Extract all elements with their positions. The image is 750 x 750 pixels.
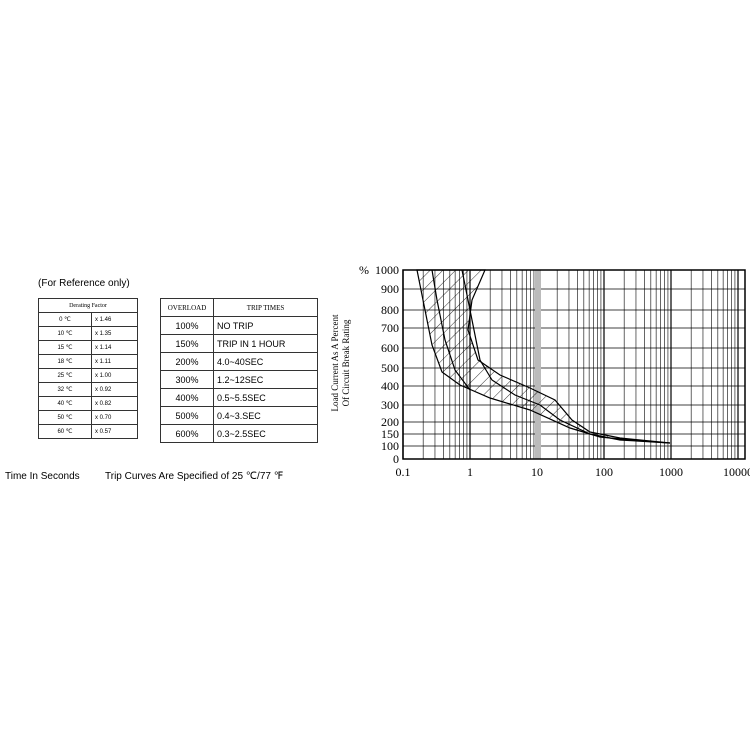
row: 500% 0.4~3.SEC	[160, 406, 318, 425]
header-row: Derating Factor	[38, 298, 138, 313]
cell: TRIP IN 1 HOUR	[213, 334, 318, 353]
cell: 10 ℃	[38, 326, 92, 341]
x-tick-label: 100	[595, 465, 613, 479]
cell: 200%	[160, 352, 214, 371]
row: 40 ℃ x 0.82	[38, 396, 138, 411]
y-unit: %	[359, 263, 369, 277]
cell: 1.2~12SEC	[213, 370, 318, 389]
trip-band	[416, 269, 671, 444]
header-cell: OVERLOAD	[160, 298, 214, 317]
cell: 100%	[160, 316, 214, 335]
cell: 500%	[160, 406, 214, 425]
header-cell: Derating Factor	[38, 298, 138, 313]
y-tick-label: 900	[381, 282, 399, 296]
row: 15 ℃ x 1.14	[38, 340, 138, 355]
y-tick-label: 300	[381, 398, 399, 412]
row: 400% 0.5~5.5SEC	[160, 388, 318, 407]
derating-table: Derating Factor 0 ℃ x 1.46 10 ℃ x 1.35 15 ℃ x …	[38, 298, 138, 439]
cell: 40 ℃	[38, 396, 92, 411]
overload-table: OVERLOAD TRIP TIMES 100% NO TRIP 150% TRIP IN…	[160, 298, 318, 443]
y-tick-label: 1000	[375, 263, 399, 277]
cell: 18 ℃	[38, 354, 92, 369]
cell: x 0.82	[91, 396, 138, 411]
cell: x 0.92	[91, 382, 138, 397]
row: 60 ℃ x 0.57	[38, 424, 138, 439]
row: 32 ℃ x 0.92	[38, 382, 138, 397]
cell: 150%	[160, 334, 214, 353]
trip-chart: 0.1 1 10 100 1000 100001000900800700600500400…	[330, 263, 750, 479]
row: 0 ℃ x 1.46	[38, 312, 138, 327]
cell: x 0.70	[91, 410, 138, 425]
row: 10 ℃ x 1.35	[38, 326, 138, 341]
cell: 0 ℃	[38, 312, 92, 327]
x-axis-note: Time In Seconds	[5, 471, 80, 482]
y-tick-label: 100	[381, 439, 399, 453]
header-cell: TRIP TIMES	[213, 298, 318, 317]
cell: 4.0~40SEC	[213, 352, 318, 371]
cell: NO TRIP	[213, 316, 318, 335]
y-tick-label: 500	[381, 361, 399, 375]
cell: 15 ℃	[38, 340, 92, 355]
y-tick-label: 150	[381, 427, 399, 441]
cell: x 1.46	[91, 312, 138, 327]
cell: 0.4~3.SEC	[213, 406, 318, 425]
x-tick-label: 1	[467, 465, 473, 479]
cell: 60 ℃	[38, 424, 92, 439]
note: (For Reference only)	[38, 278, 130, 289]
row: 150% TRIP IN 1 HOUR	[160, 334, 318, 353]
cell: x 0.57	[91, 424, 138, 439]
cell: 0.3~2.5SEC	[213, 424, 318, 443]
cell: 50 ℃	[38, 410, 92, 425]
y-tick-label: 400	[381, 379, 399, 393]
cell: 400%	[160, 388, 214, 407]
row: 50 ℃ x 0.70	[38, 410, 138, 425]
y-tick-label: 700	[381, 321, 399, 335]
x-tick-label: 10000	[723, 465, 750, 479]
cell: 32 ℃	[38, 382, 92, 397]
spec-note: Trip Curves Are Specified of 25 ℃/77 ℉	[105, 471, 284, 482]
y-tick-label: 200	[381, 415, 399, 429]
row: 25 ℃ x 1.00	[38, 368, 138, 383]
y-tick-label: 800	[381, 303, 399, 317]
row: 600% 0.3~2.5SEC	[160, 424, 318, 443]
cell: 0.5~5.5SEC	[213, 388, 318, 407]
y-tick-label: 0	[393, 452, 399, 466]
row: 300% 1.2~12SEC	[160, 370, 318, 389]
cell: x 1.11	[91, 354, 138, 369]
header-row: OVERLOAD TRIP TIMES	[160, 298, 318, 317]
x-tick-label: 10	[531, 465, 543, 479]
y-axis-title: Load Current As A Percent	[330, 314, 340, 411]
row: 200% 4.0~40SEC	[160, 352, 318, 371]
cell: x 1.35	[91, 326, 138, 341]
cell: 25 ℃	[38, 368, 92, 383]
x-tick-label: 0.1	[396, 465, 411, 479]
shade	[535, 270, 541, 459]
row: 18 ℃ x 1.11	[38, 354, 138, 369]
y-tick-label: 600	[381, 341, 399, 355]
cell: 600%	[160, 424, 214, 443]
plot-frame	[402, 269, 746, 460]
cell: x 1.00	[91, 368, 138, 383]
cell: 300%	[160, 370, 214, 389]
y-axis-title: Of Circuit Break Rating	[341, 319, 351, 406]
cell: x 1.14	[91, 340, 138, 355]
row: 100% NO TRIP	[160, 316, 318, 335]
x-tick-label: 1000	[659, 465, 683, 479]
